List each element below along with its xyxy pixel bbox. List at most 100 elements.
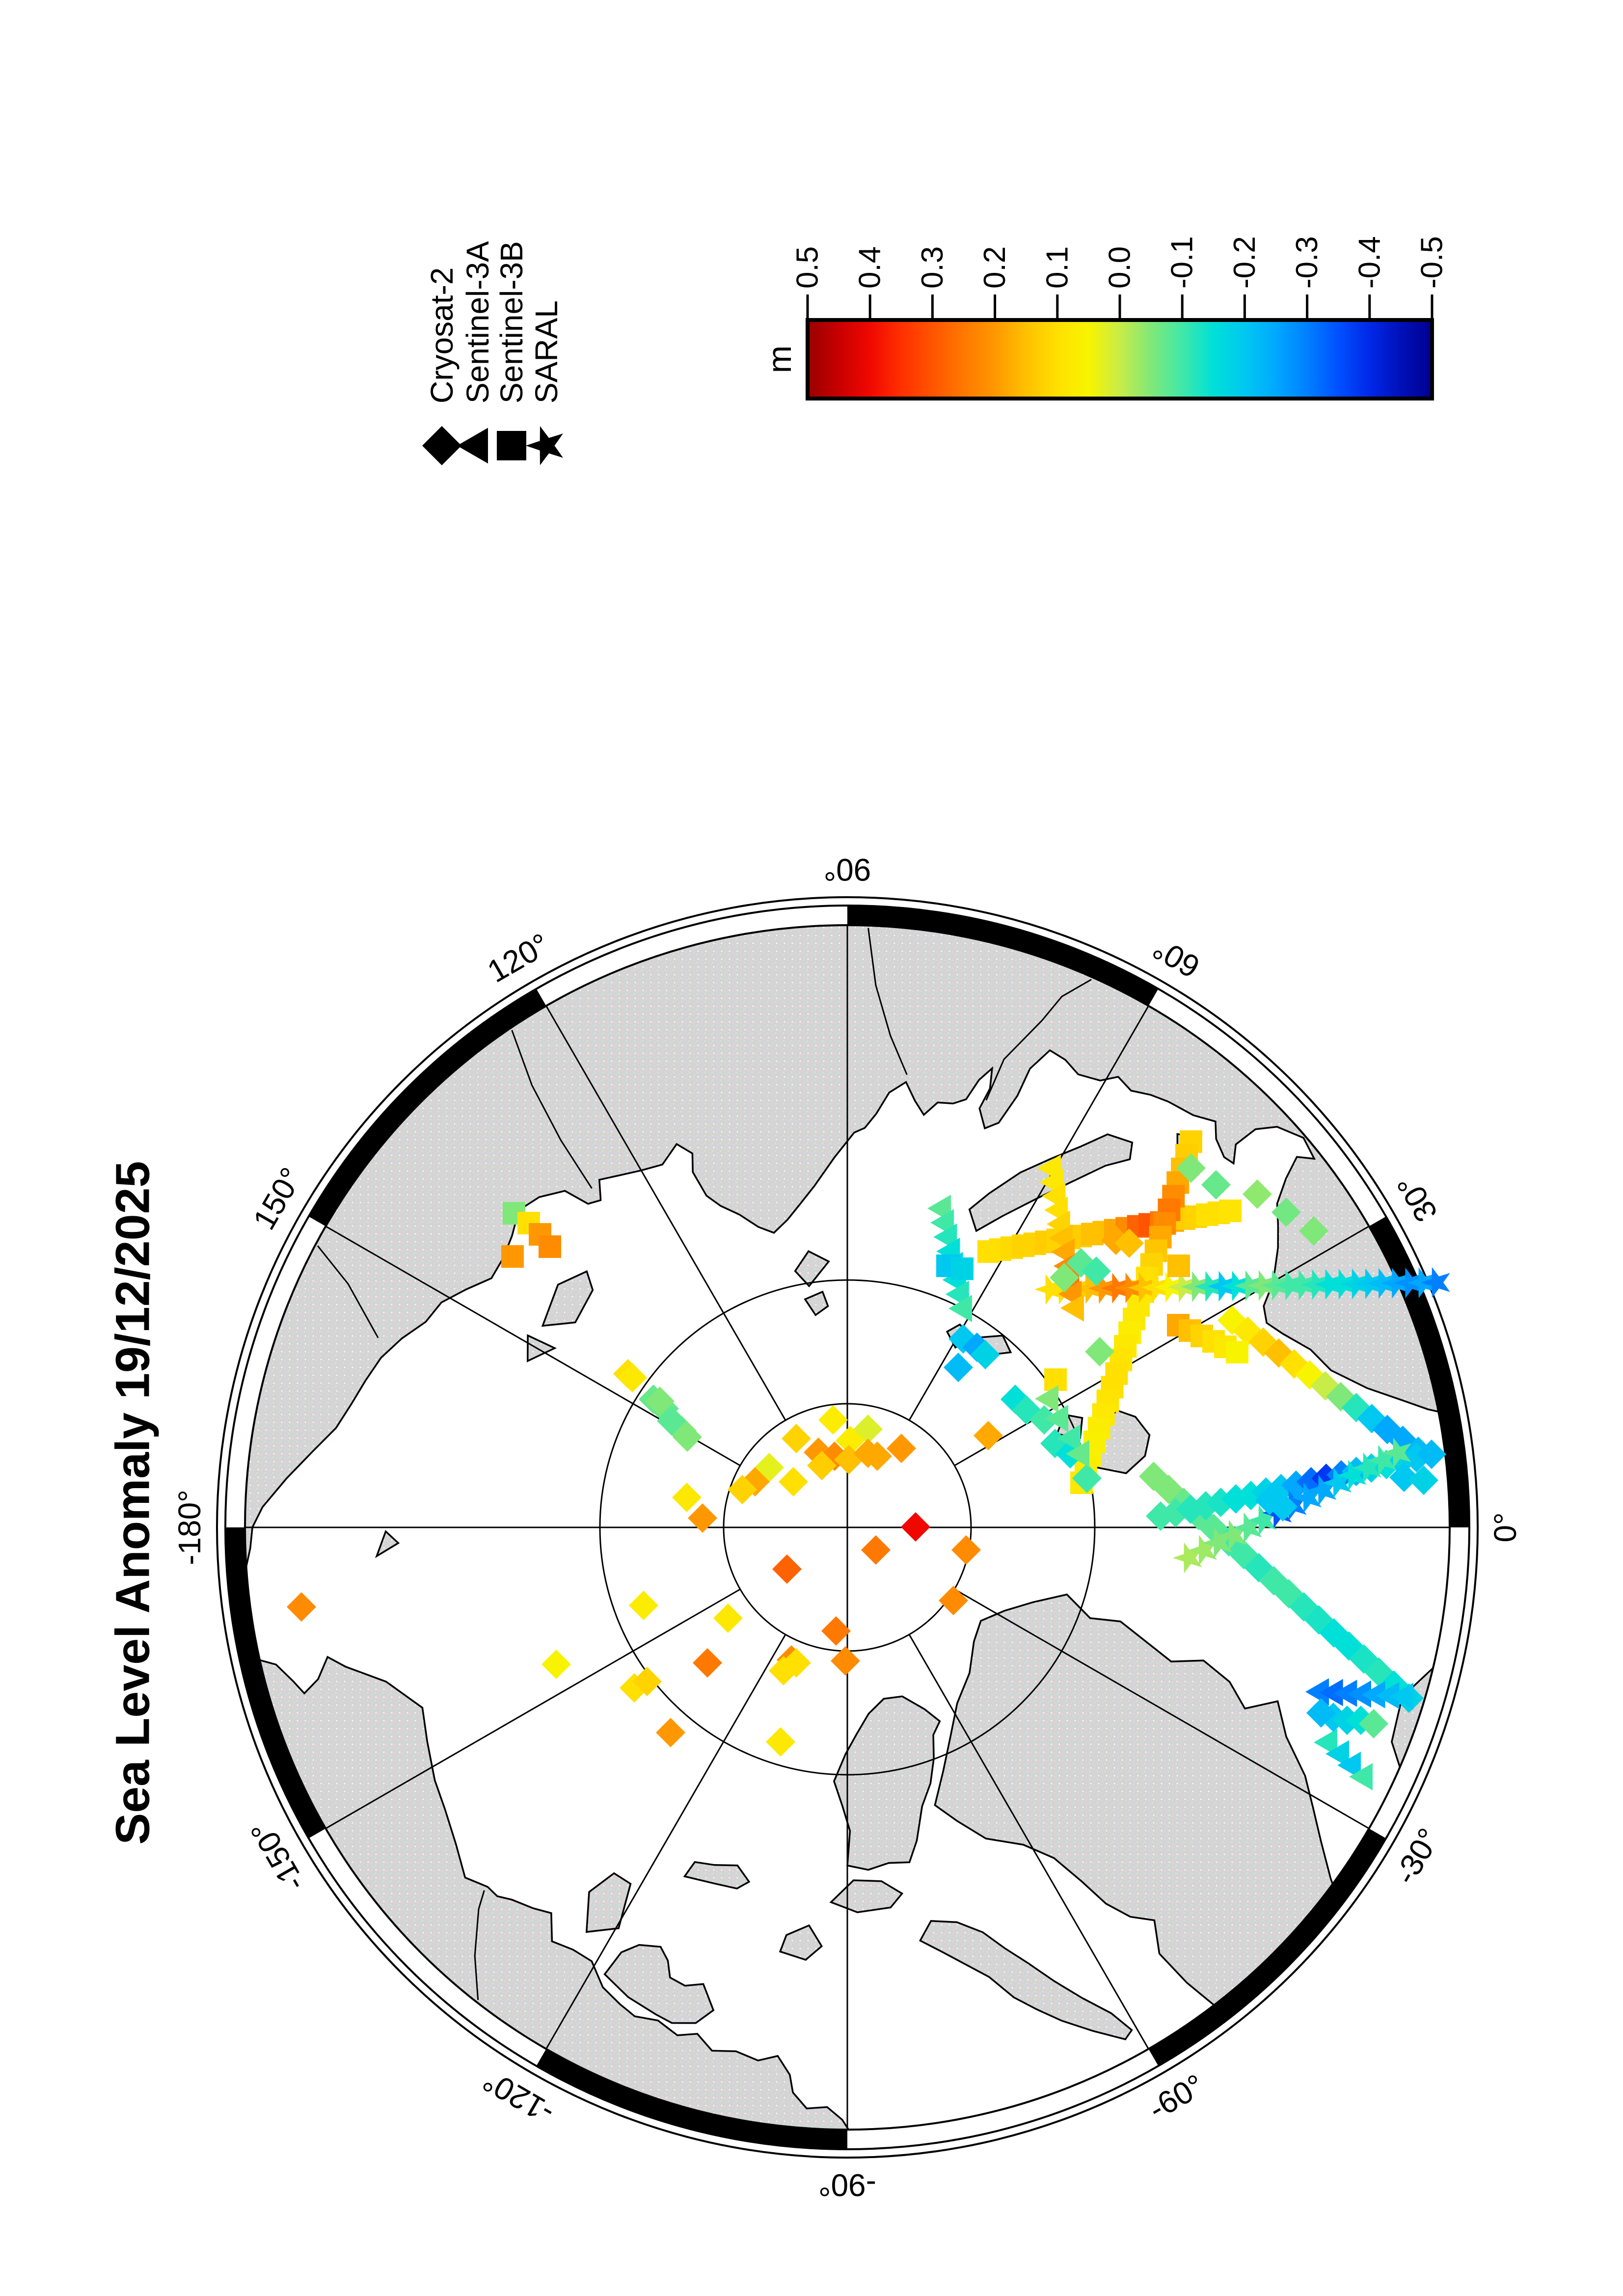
meridian-line xyxy=(536,1634,786,2067)
ring-black-arc xyxy=(1148,1828,1386,2066)
legend-symbol-square xyxy=(497,431,526,460)
marker-c2 xyxy=(287,1592,316,1622)
land-polygon xyxy=(934,1593,1380,2061)
land-polygon xyxy=(683,1861,751,1890)
marker-sr xyxy=(1247,1505,1277,1536)
legend-label-sentinel3b: Sentinel-3B xyxy=(494,241,529,403)
marker-c2 xyxy=(1176,1153,1206,1183)
marker-s3a xyxy=(1057,1424,1081,1452)
marker-s3a xyxy=(1314,1729,1337,1756)
data-markers xyxy=(287,1130,1450,1790)
marker-c2 xyxy=(1389,1463,1419,1492)
marker-c2 xyxy=(688,1503,717,1533)
marker-c2 xyxy=(1268,1492,1298,1522)
marker-s3b xyxy=(1044,1368,1067,1391)
marker-s3b xyxy=(951,1257,974,1280)
plot-title: Sea Level Anomaly 19/12/2025 xyxy=(106,1161,160,1844)
marker-s3a xyxy=(1319,1679,1343,1707)
colorbar-tick-label: 0.0 xyxy=(1103,246,1137,289)
marker-c2 xyxy=(1201,1170,1231,1200)
marker-c2 xyxy=(1359,1709,1388,1738)
marker-sr xyxy=(1367,1444,1397,1476)
lon-label-0: 0° xyxy=(1488,1512,1523,1542)
marker-c2 xyxy=(1114,1228,1144,1258)
marker-c2 xyxy=(887,1434,916,1463)
river-line xyxy=(985,979,1092,1101)
marker-c2 xyxy=(713,1603,743,1633)
marker-c2 xyxy=(657,1406,686,1436)
marker-c2 xyxy=(1306,1698,1336,1728)
marker-s3a xyxy=(1066,1440,1089,1468)
marker-c2 xyxy=(766,1727,795,1757)
marker-s3b xyxy=(1219,1200,1242,1222)
marker-c2 xyxy=(1029,1405,1059,1435)
marker-c2 xyxy=(944,1353,973,1382)
marker-c2 xyxy=(629,1591,658,1620)
marker-c2 xyxy=(1085,1337,1114,1366)
legend: Cryosat-2 Sentinel-3A Sentinel-3B SARAL xyxy=(422,241,564,465)
marker-sr xyxy=(1382,1437,1411,1468)
colorbar: 0.5 0.4 0.3 0.2 0.1 0.0 -0.1 -0.2 -0.3 -0.4 -0.5 m xyxy=(761,236,1449,400)
river-line xyxy=(511,1030,593,1189)
marker-c2 xyxy=(1072,1464,1102,1493)
colorbar-tick-label: 0.1 xyxy=(1040,246,1074,289)
marker-sr xyxy=(1217,1520,1247,1551)
river-line xyxy=(317,1245,379,1338)
marker-c2 xyxy=(836,1426,865,1455)
lon-label--90: -90° xyxy=(818,2167,876,2203)
legend-symbol-triangle xyxy=(457,427,488,464)
marker-c2 xyxy=(541,1650,571,1679)
marker-c2 xyxy=(772,1554,802,1584)
land-polygon xyxy=(375,1530,400,1558)
legend-label-sentinel3a: Sentinel-3A xyxy=(460,241,495,403)
marker-c2 xyxy=(861,1535,891,1565)
colorbar-tick-label: -0.5 xyxy=(1415,236,1449,289)
colorbar-tick-label: 0.2 xyxy=(978,246,1012,289)
marker-c2 xyxy=(632,1667,662,1696)
marker-sr xyxy=(1232,1512,1262,1544)
ring-black-arc xyxy=(536,2049,848,2149)
marker-c2 xyxy=(821,1616,851,1646)
marker-c2 xyxy=(656,1718,685,1747)
marker-c2 xyxy=(673,1422,702,1452)
marker-c2 xyxy=(939,1586,968,1615)
marker-c2 xyxy=(1271,1198,1301,1227)
marker-c2 xyxy=(863,1442,892,1471)
colorbar-unit-label: m xyxy=(761,346,798,374)
marker-c2 xyxy=(779,1467,808,1496)
land-polygon xyxy=(829,1879,904,1913)
marker-sr xyxy=(1352,1452,1381,1483)
marker-s3a xyxy=(1045,1405,1068,1432)
ring-black-arc xyxy=(308,988,546,1227)
marker-c2 xyxy=(831,1646,860,1676)
marker-s3a xyxy=(1325,1740,1349,1768)
marker-c2 xyxy=(951,1535,981,1565)
colorbar-tick-label: -0.1 xyxy=(1165,236,1199,289)
land-polygon xyxy=(603,1944,715,2024)
marker-c2 xyxy=(1243,1179,1272,1209)
marker-s3a xyxy=(1035,1385,1058,1413)
land-polygon xyxy=(585,1872,632,1933)
colorbar-tick-label: 0.5 xyxy=(791,246,825,289)
marker-c2 xyxy=(807,1451,837,1480)
marker-sr xyxy=(1188,1535,1217,1566)
lon-label-180: -180° xyxy=(172,1490,207,1565)
ring-black-arc xyxy=(847,906,1159,1006)
meridian-line xyxy=(308,1588,741,1839)
marker-c2 xyxy=(672,1483,702,1512)
legend-label-saral: SARAL xyxy=(529,300,564,403)
marker-c2 xyxy=(974,1421,1003,1450)
marker-s3b xyxy=(1226,1341,1248,1363)
land-polygon xyxy=(804,1290,829,1316)
colorbar-tick-label: 0.4 xyxy=(853,246,887,289)
legend-label-cryosat2: Cryosat-2 xyxy=(424,267,460,403)
meridian-line xyxy=(954,1588,1387,1839)
legend-symbols xyxy=(422,426,563,465)
meridian-line xyxy=(908,988,1159,1421)
marker-s3b xyxy=(501,1245,524,1268)
marker-c2 xyxy=(1299,1216,1328,1246)
marker-s3a xyxy=(1390,1682,1413,1710)
marker-c2 xyxy=(971,1340,1000,1369)
marker-c2 xyxy=(901,1512,930,1542)
